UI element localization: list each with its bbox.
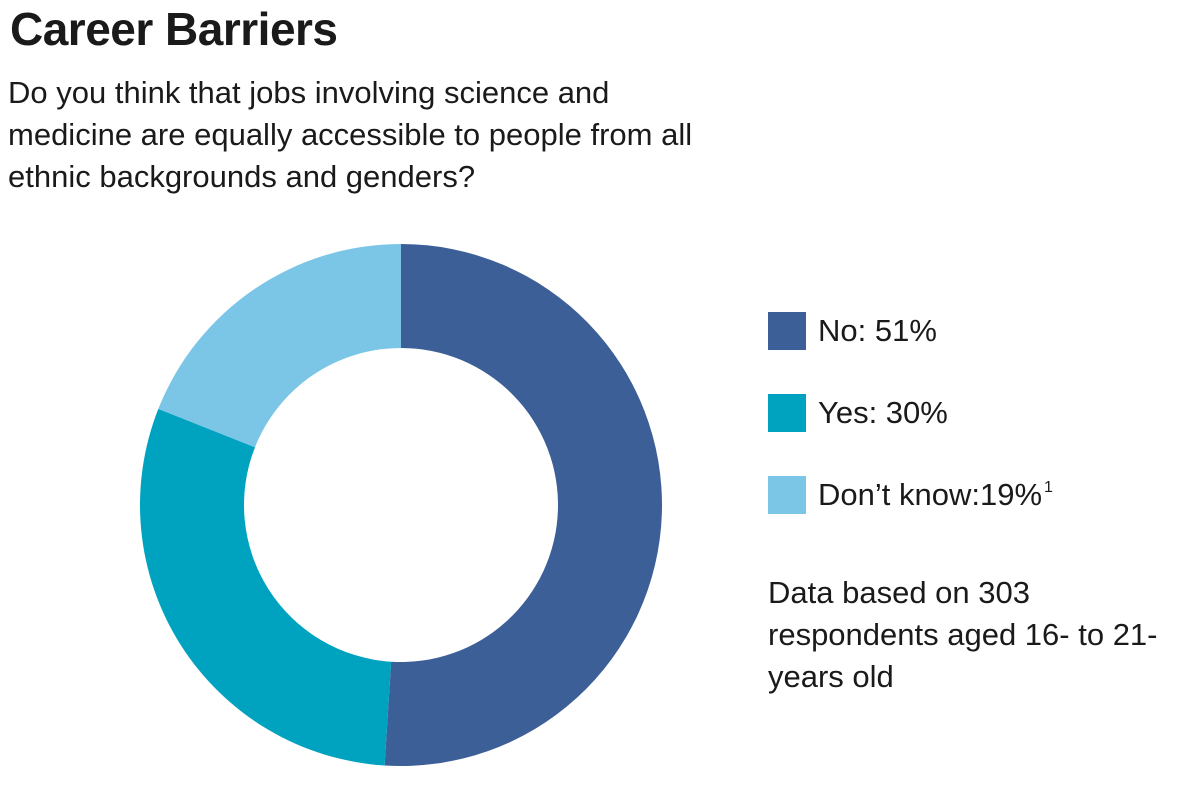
legend-label-yes: Yes: 30%	[818, 395, 948, 430]
slice-don-t-know	[158, 243, 401, 448]
chart-subtitle: Do you think that jobs involving science…	[8, 75, 693, 194]
legend-item-dont-know: Don’t know:19% 1	[768, 474, 1053, 516]
legend-text-dont-know: Don’t know:19%	[818, 477, 1043, 512]
legend: No: 51% Yes: 30% Don’t know:19% 1	[768, 310, 1053, 556]
legend-swatch-no	[768, 312, 806, 350]
slice-yes	[140, 408, 392, 766]
data-note: Data based on 303 respondents aged 16- t…	[768, 575, 1158, 694]
legend-swatch-dont-know	[768, 476, 806, 514]
legend-label-no: No: 51%	[818, 313, 937, 348]
slice-no	[384, 244, 663, 767]
legend-item-no: No: 51%	[768, 310, 1053, 352]
chart-title: Career Barriers	[10, 3, 338, 55]
legend-label-dont-know: Don’t know:19% 1	[818, 477, 1053, 513]
legend-item-yes: Yes: 30%	[768, 392, 1053, 434]
legend-swatch-yes	[768, 394, 806, 432]
donut-slices	[140, 243, 663, 767]
footnote-marker: 1	[1044, 479, 1053, 496]
